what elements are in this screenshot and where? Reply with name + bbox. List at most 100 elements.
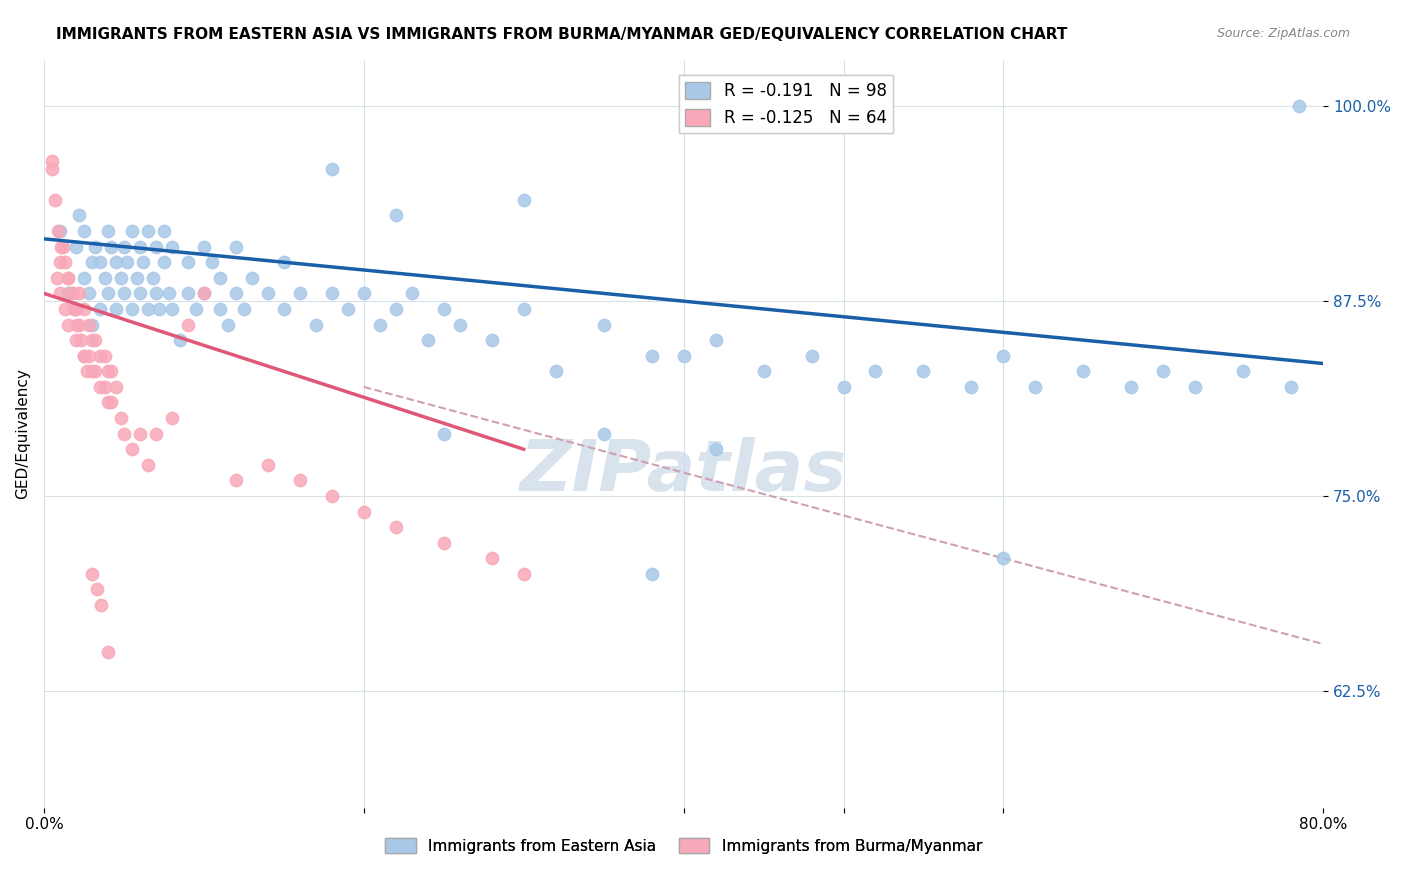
Point [193,286,215,301]
Point [512,566,534,581]
Point [160,301,183,316]
Point [97,395,120,409]
Point [433,535,456,549]
Point [1232,364,1254,378]
Point [1121,380,1143,394]
Point [56,286,79,301]
Point [912,364,935,378]
Point [84,333,107,347]
Point [128,426,150,441]
Point [177,286,200,301]
Point [256,458,278,472]
Point [148,301,170,316]
Point [121,301,143,316]
Point [46,224,69,238]
Point [112,286,135,301]
Point [153,255,176,269]
Text: ZIPatlas: ZIPatlas [520,436,848,506]
Point [53,255,76,269]
Point [110,411,132,425]
Point [960,380,983,394]
Point [63,301,86,316]
Point [752,364,775,378]
Point [89,349,111,363]
Point [136,301,159,316]
Point [169,333,191,347]
Point [77,286,100,301]
Point [69,333,91,347]
Point [177,255,200,269]
Point [1152,364,1174,378]
Point [142,270,165,285]
Point [115,255,138,269]
Point [56,270,79,285]
Point [56,270,79,285]
Point [544,364,567,378]
Point [232,301,254,316]
Point [89,380,111,394]
Point [208,270,231,285]
Point [84,364,107,378]
Point [49,286,72,301]
Point [305,318,328,332]
Legend: R = -0.191   N = 98, R = -0.125   N = 64: R = -0.191 N = 98, R = -0.125 N = 64 [679,76,893,134]
Point [321,286,343,301]
Point [481,333,503,347]
Text: Source: ZipAtlas.com: Source: ZipAtlas.com [1216,27,1350,40]
Point [73,349,96,363]
Point [89,301,111,316]
Point [80,318,103,332]
Text: IMMIGRANTS FROM EASTERN ASIA VS IMMIGRANTS FROM BURMA/MYANMAR GED/EQUIVALENCY CO: IMMIGRANTS FROM EASTERN ASIA VS IMMIGRAN… [56,27,1067,42]
Point [80,333,103,347]
Point [73,224,96,238]
Point [217,318,239,332]
Point [90,598,112,612]
Point [592,318,614,332]
Point [288,474,311,488]
Point [336,301,359,316]
Point [65,301,87,316]
Point [67,286,90,301]
Point [65,333,87,347]
Point [80,364,103,378]
Point [76,364,98,378]
Point [201,255,224,269]
Point [704,442,727,457]
Point [93,349,115,363]
Point [256,286,278,301]
Point [225,286,247,301]
Point [800,349,823,363]
Point [672,349,695,363]
Point [128,239,150,253]
Point [1073,364,1095,378]
Point [160,411,183,425]
Point [67,318,90,332]
Point [51,239,73,253]
Point [97,645,120,659]
Point [433,426,456,441]
Point [640,566,662,581]
Point [66,318,89,332]
Point [73,270,96,285]
Point [993,551,1015,566]
Point [104,380,127,394]
Point [225,474,247,488]
Point [56,318,79,332]
Point [128,286,150,301]
Point [160,239,183,253]
Point [67,209,90,223]
Point [368,318,391,332]
Point [73,349,96,363]
Point [145,239,167,253]
Point [384,209,406,223]
Point [65,239,87,253]
Point [353,505,375,519]
Point [97,364,120,378]
Point [52,239,75,253]
Point [104,301,127,316]
Point [62,286,84,301]
Point [1024,380,1046,394]
Point [49,224,72,238]
Point [384,301,406,316]
Point [273,255,295,269]
